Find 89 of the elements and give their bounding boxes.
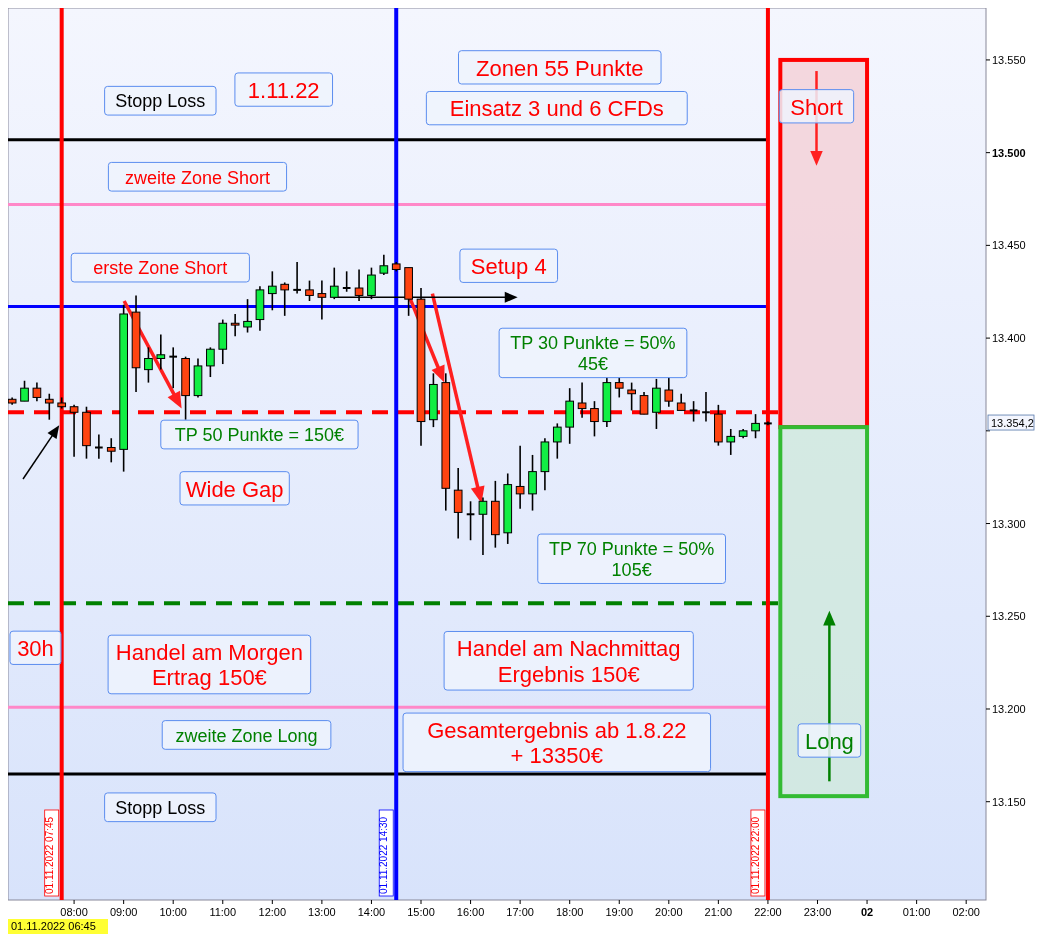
candlestick xyxy=(280,281,290,317)
candlestick xyxy=(354,268,364,302)
x-tick-label: 13:00 xyxy=(308,906,336,918)
text: 01.11.2022 06:45 xyxy=(11,920,96,932)
candlestick xyxy=(94,433,104,460)
ref-line-label: 01.11.2022 07:45 xyxy=(43,816,55,894)
candlestick xyxy=(317,279,327,321)
x-tick-label: 01:00 xyxy=(902,906,931,918)
candlestick xyxy=(329,266,339,300)
candlestick xyxy=(144,346,153,384)
candlestick xyxy=(267,270,277,312)
x-tick-label: 09:00 xyxy=(109,906,138,918)
candlestick xyxy=(552,422,562,460)
candlestick xyxy=(639,391,649,415)
x-tick-label: 16:00 xyxy=(456,906,485,918)
x-tick-label: 15:00 xyxy=(407,906,435,918)
x-tick-label: 22:00 xyxy=(754,906,782,918)
annotation: 30h xyxy=(17,636,54,662)
annotation: Wide Gap xyxy=(185,476,284,502)
x-tick-label: 08:00 xyxy=(60,906,88,918)
y-tick-label: 13.200 xyxy=(992,702,1026,715)
annotation: Zonen 55 Punkte xyxy=(475,55,644,81)
y-tick-label: 13.400 xyxy=(992,332,1026,345)
annotation: Setup 4 xyxy=(470,254,547,280)
candlestick xyxy=(292,261,302,295)
annotation: Short xyxy=(790,94,843,120)
candlestick xyxy=(156,333,166,371)
candlestick xyxy=(69,404,79,458)
candlestick xyxy=(515,444,525,510)
annotation: TP 50 Punkte = 150€ xyxy=(174,425,345,446)
candlestick xyxy=(379,253,389,276)
annotation: 1.11.22 xyxy=(247,77,320,103)
candlestick xyxy=(701,391,711,423)
annotation: TP 30 Punkte = 50% 45€ xyxy=(510,333,676,375)
annotation: TP 70 Punkte = 50% 105€ xyxy=(549,539,715,580)
candlestick xyxy=(32,381,42,402)
y-tick-label: 13.550 xyxy=(992,53,1026,66)
candlestick xyxy=(230,313,240,338)
y-tick-label: 13.500 xyxy=(992,146,1026,159)
candlestick xyxy=(577,381,587,419)
candlestick xyxy=(664,376,674,408)
x-tick-label: 10:00 xyxy=(159,906,187,918)
annotation: zweite Zone Long xyxy=(175,725,318,746)
candlestick xyxy=(168,346,179,389)
x-tick-label: 02 xyxy=(860,906,874,918)
candlestick xyxy=(305,279,314,302)
candlestick xyxy=(20,379,29,402)
candlestick xyxy=(726,428,736,456)
y-tick-label: 13.250 xyxy=(992,610,1026,623)
text: 13.354,2 xyxy=(991,417,1034,430)
ref-line-label: 01.11.2022 22:00 xyxy=(749,816,761,894)
candlestick xyxy=(465,500,476,542)
annotation: zweite Zone Short xyxy=(124,167,271,188)
x-tick-label: 11:00 xyxy=(209,906,237,918)
candlestick xyxy=(590,400,599,438)
x-tick-label: 12:00 xyxy=(258,906,287,918)
candlestick xyxy=(528,454,537,512)
annotation: Stopp Loss xyxy=(115,91,206,112)
x-tick-label: 17:00 xyxy=(506,906,534,918)
x-tick-label: 14:00 xyxy=(357,906,386,918)
x-tick-label: 02:00 xyxy=(952,906,980,918)
candlestick xyxy=(206,346,215,378)
annotation: Gesamtergebnis ab 1.8.22 + 13350€ xyxy=(427,717,687,769)
candlestick xyxy=(243,298,252,334)
candlestick xyxy=(751,413,760,440)
x-tick-label: 19:00 xyxy=(605,906,634,918)
annotation: erste Zone Short xyxy=(93,258,228,279)
candlestick xyxy=(44,392,54,421)
candlestick xyxy=(688,400,699,423)
candlestick xyxy=(478,496,488,556)
candlestick xyxy=(627,381,636,412)
candlestick xyxy=(341,270,352,293)
y-tick-label: 13.300 xyxy=(992,517,1026,530)
x-tick-label: 23:00 xyxy=(803,906,832,918)
y-tick-label: 13.450 xyxy=(992,239,1026,252)
annotation: Stopp Loss xyxy=(115,798,206,819)
candlestick xyxy=(614,376,624,399)
x-tick-label: 21:00 xyxy=(704,906,733,918)
candlestick xyxy=(367,266,376,300)
annotation: Handel am Nachmittag Ergebnis 150€ xyxy=(456,636,681,687)
x-tick-label: 18:00 xyxy=(555,906,584,918)
candlestick xyxy=(453,467,463,540)
annotation: Long xyxy=(804,728,854,754)
ref-line-label: 01.11.2022 14:30 xyxy=(378,816,390,894)
y-tick-label: 13.150 xyxy=(992,795,1026,808)
annotation: Einsatz 3 und 6 CFDs xyxy=(449,96,664,122)
candlestick xyxy=(106,437,116,464)
x-tick-label: 20:00 xyxy=(655,906,683,918)
annotation: Handel am Morgen Ertrag 150€ xyxy=(115,640,303,691)
